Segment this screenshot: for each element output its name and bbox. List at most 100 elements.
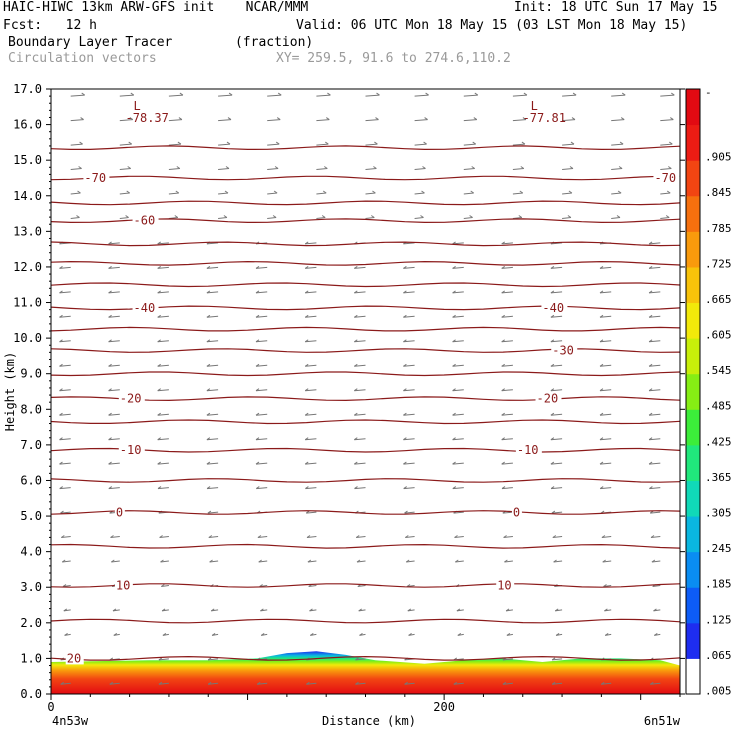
vector-arrow [308,585,317,587]
vector-arrow [316,94,331,97]
vector-arrowhead [669,141,673,145]
isotherm-line [51,241,680,247]
vector-arrow [463,192,474,195]
vector-arrow [206,462,219,465]
vector-arrow [501,291,513,294]
vector-arrow [354,291,366,294]
vector-arrowhead [550,363,555,367]
vector-arrow [562,217,571,219]
isotherm-line [51,282,680,288]
colorbar-label: .005 [705,684,732,697]
vector-arrow [218,143,231,146]
vector-arrow [611,119,625,122]
vector-arrowhead [60,681,64,685]
colorbar-swatch [686,551,700,588]
vector-arrow [512,94,527,97]
vector-arrowhead [602,559,606,563]
vector-arrowhead [157,339,161,343]
vector-arrow [501,462,513,465]
vector-arrow [649,291,661,294]
vector-arrowhead [64,632,68,636]
vector-arrow [267,192,278,195]
vector-arrowhead [520,166,525,169]
vector-arrowhead [223,215,228,218]
vector-arrowhead [650,681,654,685]
vector-arrowhead [306,535,311,538]
vector-arrowhead [354,363,358,367]
vector-arrow [405,536,415,538]
vector-arrowhead [307,559,312,563]
vector-arrow [206,438,219,441]
vector-arrow [550,291,563,294]
vector-arrow [503,536,513,538]
vector-arrow [599,364,612,367]
y-tick-label: 7.0 [20,438,42,452]
vector-arrow [355,658,366,661]
vector-arrow [552,658,563,661]
vector-arrow [601,682,612,685]
colorbar-label: .545 [705,364,732,377]
vector-arrowhead [176,166,181,169]
vector-arrowhead [668,166,672,169]
vector-arrowhead [206,437,211,441]
vector-arrowhead [255,265,260,269]
vector-arrowhead [321,215,326,218]
vector-arrow [305,438,317,441]
vector-arrowhead [568,190,573,194]
y-tick-label: 12.0 [13,260,42,274]
vector-arrow [356,560,366,563]
vector-arrow [502,682,513,685]
vector-arrow [404,511,415,514]
vector-arrowhead [550,388,555,392]
vector-arrow [365,217,375,219]
vector-arrowhead [255,388,260,392]
colorbar-label: .185 [705,578,732,591]
vector-arrow [599,438,612,441]
contour-label: -10 [120,443,142,457]
vector-arrow [550,340,563,343]
vector-arrow [463,143,476,146]
vector-arrow [512,217,522,219]
vector-arrowhead [62,584,67,587]
vector-arrowhead [130,92,135,96]
vector-arrow [305,413,317,416]
vector-arrow [157,462,169,465]
y-tick-label: 1.0 [20,651,42,665]
vector-arrowhead [474,92,479,96]
vector-arrow [649,487,661,490]
contour-label-bg [653,171,680,184]
minimum-value: -77.81 [523,111,566,125]
vector-arrow [108,389,120,392]
vector-arrowhead [452,412,456,416]
vector-arrow [611,94,626,97]
vector-arrow [257,682,268,685]
vector-arrow [611,168,623,170]
isotherm-line [51,371,680,377]
vector-arrow [414,143,427,146]
vector-arrowhead [501,461,505,465]
vector-arrow [206,413,219,416]
vector-arrow [255,291,268,294]
vector-arrow [403,291,415,294]
vector-arrowhead [255,339,260,343]
colorbar-swatch [686,89,700,126]
vector-arrowhead [354,314,358,318]
vector-arrowhead [157,290,161,294]
vector-arrow [305,462,317,465]
vector-arrow [354,340,366,343]
vector-arrowhead [304,388,309,392]
vector-arrow [354,364,366,367]
vector-arrowhead [206,412,211,416]
vector-arrowhead [501,388,505,392]
vector-arrow [501,487,513,490]
y-tick-label: 0.0 [20,687,42,701]
vector-arrowhead [523,92,528,96]
vector-arrow [649,266,661,269]
vector-arrow [611,143,624,146]
vector-arrow [316,192,327,195]
vector-arrow [552,536,563,538]
vector-arrowhead [129,117,134,121]
vector-arrow [70,192,81,195]
vector-arrowhead [452,486,457,490]
vector-arrowhead [550,486,555,490]
